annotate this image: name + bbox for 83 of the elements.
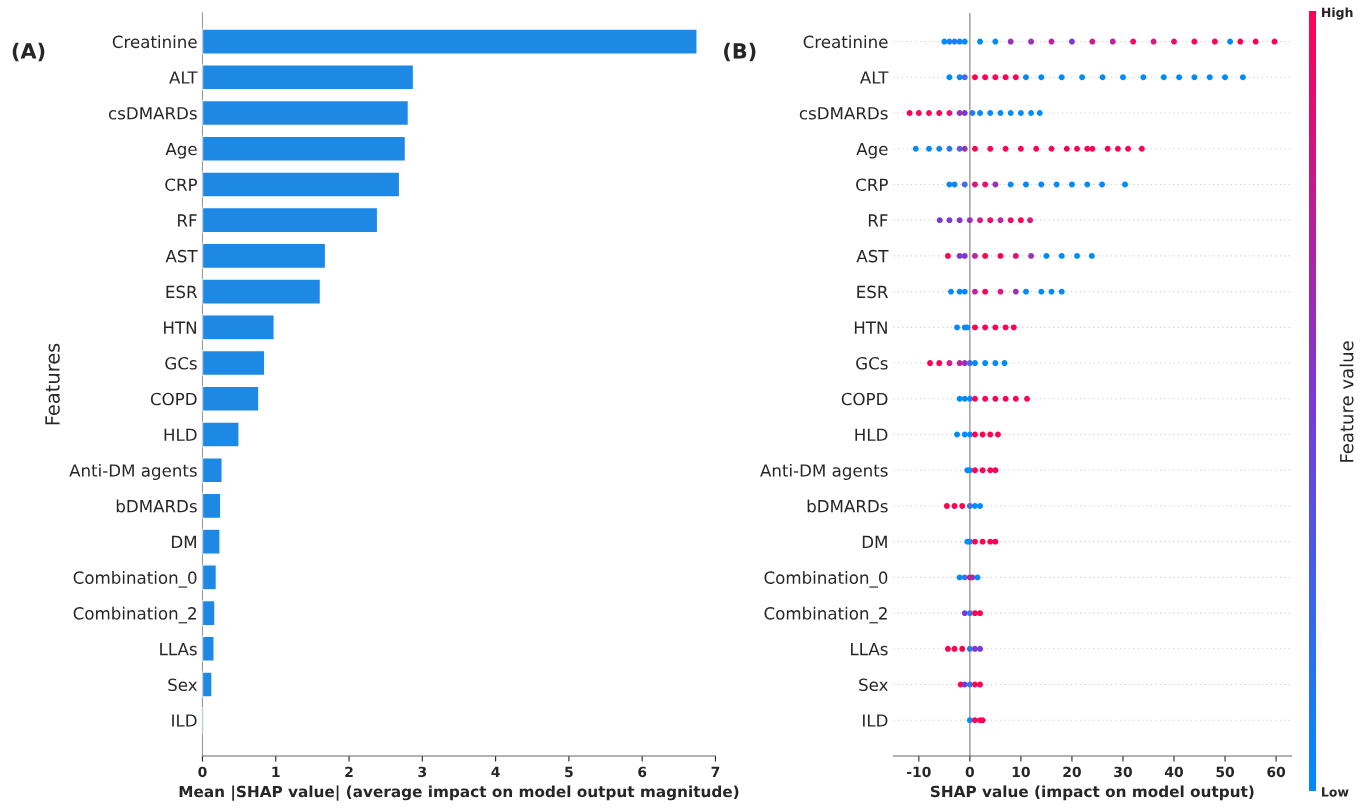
bar [202, 99, 410, 127]
x-tick-label: 3 [418, 766, 427, 778]
x-tick-label: 20 [1063, 766, 1081, 778]
bar [202, 564, 218, 591]
y-tick-label: CRP [165, 178, 198, 192]
x-axis-title: SHAP value (impact on model output) [930, 785, 1254, 801]
y-tick-label: RF [868, 214, 888, 227]
x-tick-label: 60 [1267, 766, 1286, 778]
y-tick-label: Combination_0 [764, 571, 888, 588]
x-tick-label: 50 [1216, 766, 1235, 778]
bar [202, 314, 275, 341]
y-tick-label: Sex [168, 678, 198, 692]
y-tick-label: Combination_2 [73, 606, 196, 624]
x-tick-label: 0 [965, 766, 975, 778]
y-tick-label: Creatinine [112, 35, 197, 49]
y-tick-label: DM [172, 535, 196, 548]
x-tick-label: -10 [907, 766, 931, 778]
bar [202, 457, 223, 484]
bar [202, 278, 322, 305]
y-tick-label: Combination_2 [764, 606, 887, 624]
y-tick-label: Combination_0 [73, 571, 197, 588]
y-tick-label: ESR [166, 285, 198, 299]
x-tick-label: 7 [711, 766, 720, 777]
y-tick-label: COPD [841, 392, 888, 406]
y-tick-label: Age [856, 142, 888, 159]
y-tick-label: HTN [164, 321, 196, 334]
color-bar-label: High [1322, 7, 1353, 20]
bar [202, 349, 266, 377]
text: (A) [12, 42, 45, 62]
x-tick-label: 5 [565, 766, 573, 778]
y-tick-label: csDMARDs [799, 107, 888, 120]
y-tick-label: GCs [165, 357, 197, 370]
y-tick-label: ESR [857, 285, 888, 299]
color-bar-title: Feature value [1339, 341, 1354, 462]
y-tick-label: GCs [856, 357, 888, 370]
y-tick-label: HLD [164, 428, 197, 441]
bar [202, 64, 415, 91]
bar [202, 242, 327, 270]
x-axis-title: Mean |SHAP value| (average impact on model output magnitude) [179, 785, 739, 801]
y-tick-label: Anti-DM agents [69, 463, 197, 481]
y-tick-label: LLAs [851, 642, 888, 656]
y-tick-label: DM [862, 535, 887, 548]
y-tick-label: bDMARDs [807, 499, 888, 513]
bar [202, 528, 221, 555]
y-tick-label: bDMARDs [116, 499, 197, 513]
y-tick-label: CRP [856, 178, 888, 192]
y-tick-label: COPD [150, 392, 197, 406]
bar [202, 635, 215, 663]
y-tick-label: RF [178, 214, 197, 227]
y-tick-label: Anti-DM agents [760, 463, 888, 481]
bar [202, 385, 260, 412]
bar [202, 492, 222, 520]
x-tick-label: 40 [1164, 766, 1184, 778]
bar [202, 206, 379, 234]
x-tick-label: 2 [345, 766, 353, 777]
bar [202, 28, 698, 55]
y-tick-label: AST [856, 249, 889, 263]
x-tick-label: 4 [491, 766, 500, 777]
y-tick-label: LLAs [160, 642, 197, 656]
y-tick-label: ALT [860, 71, 889, 84]
x-tick-label: 30 [1114, 766, 1132, 778]
y-tick-label: csDMARDs [108, 107, 197, 120]
y-tick-label: HLD [855, 428, 888, 441]
bar [202, 599, 216, 627]
bar [202, 171, 401, 198]
color-bar-label: Low [1322, 787, 1349, 797]
y-axis-title: Features [45, 343, 60, 425]
bar [202, 421, 240, 448]
bar [202, 671, 213, 698]
y-tick-label: ILD [172, 714, 197, 727]
y-tick-label: Sex [859, 678, 888, 692]
y-tick-label: ALT [169, 71, 198, 84]
x-tick-label: 1 [272, 766, 280, 777]
x-tick-label: 6 [638, 766, 647, 778]
y-tick-label: Age [165, 142, 197, 159]
bar [202, 135, 407, 162]
y-tick-label: Creatinine [803, 35, 888, 49]
y-tick-label: ILD [863, 714, 888, 727]
y-tick-label: AST [165, 249, 198, 263]
text: (B) [724, 42, 756, 62]
x-tick-label: 0 [198, 766, 207, 778]
y-tick-label: HTN [854, 321, 887, 334]
x-tick-label: 10 [1012, 766, 1030, 778]
